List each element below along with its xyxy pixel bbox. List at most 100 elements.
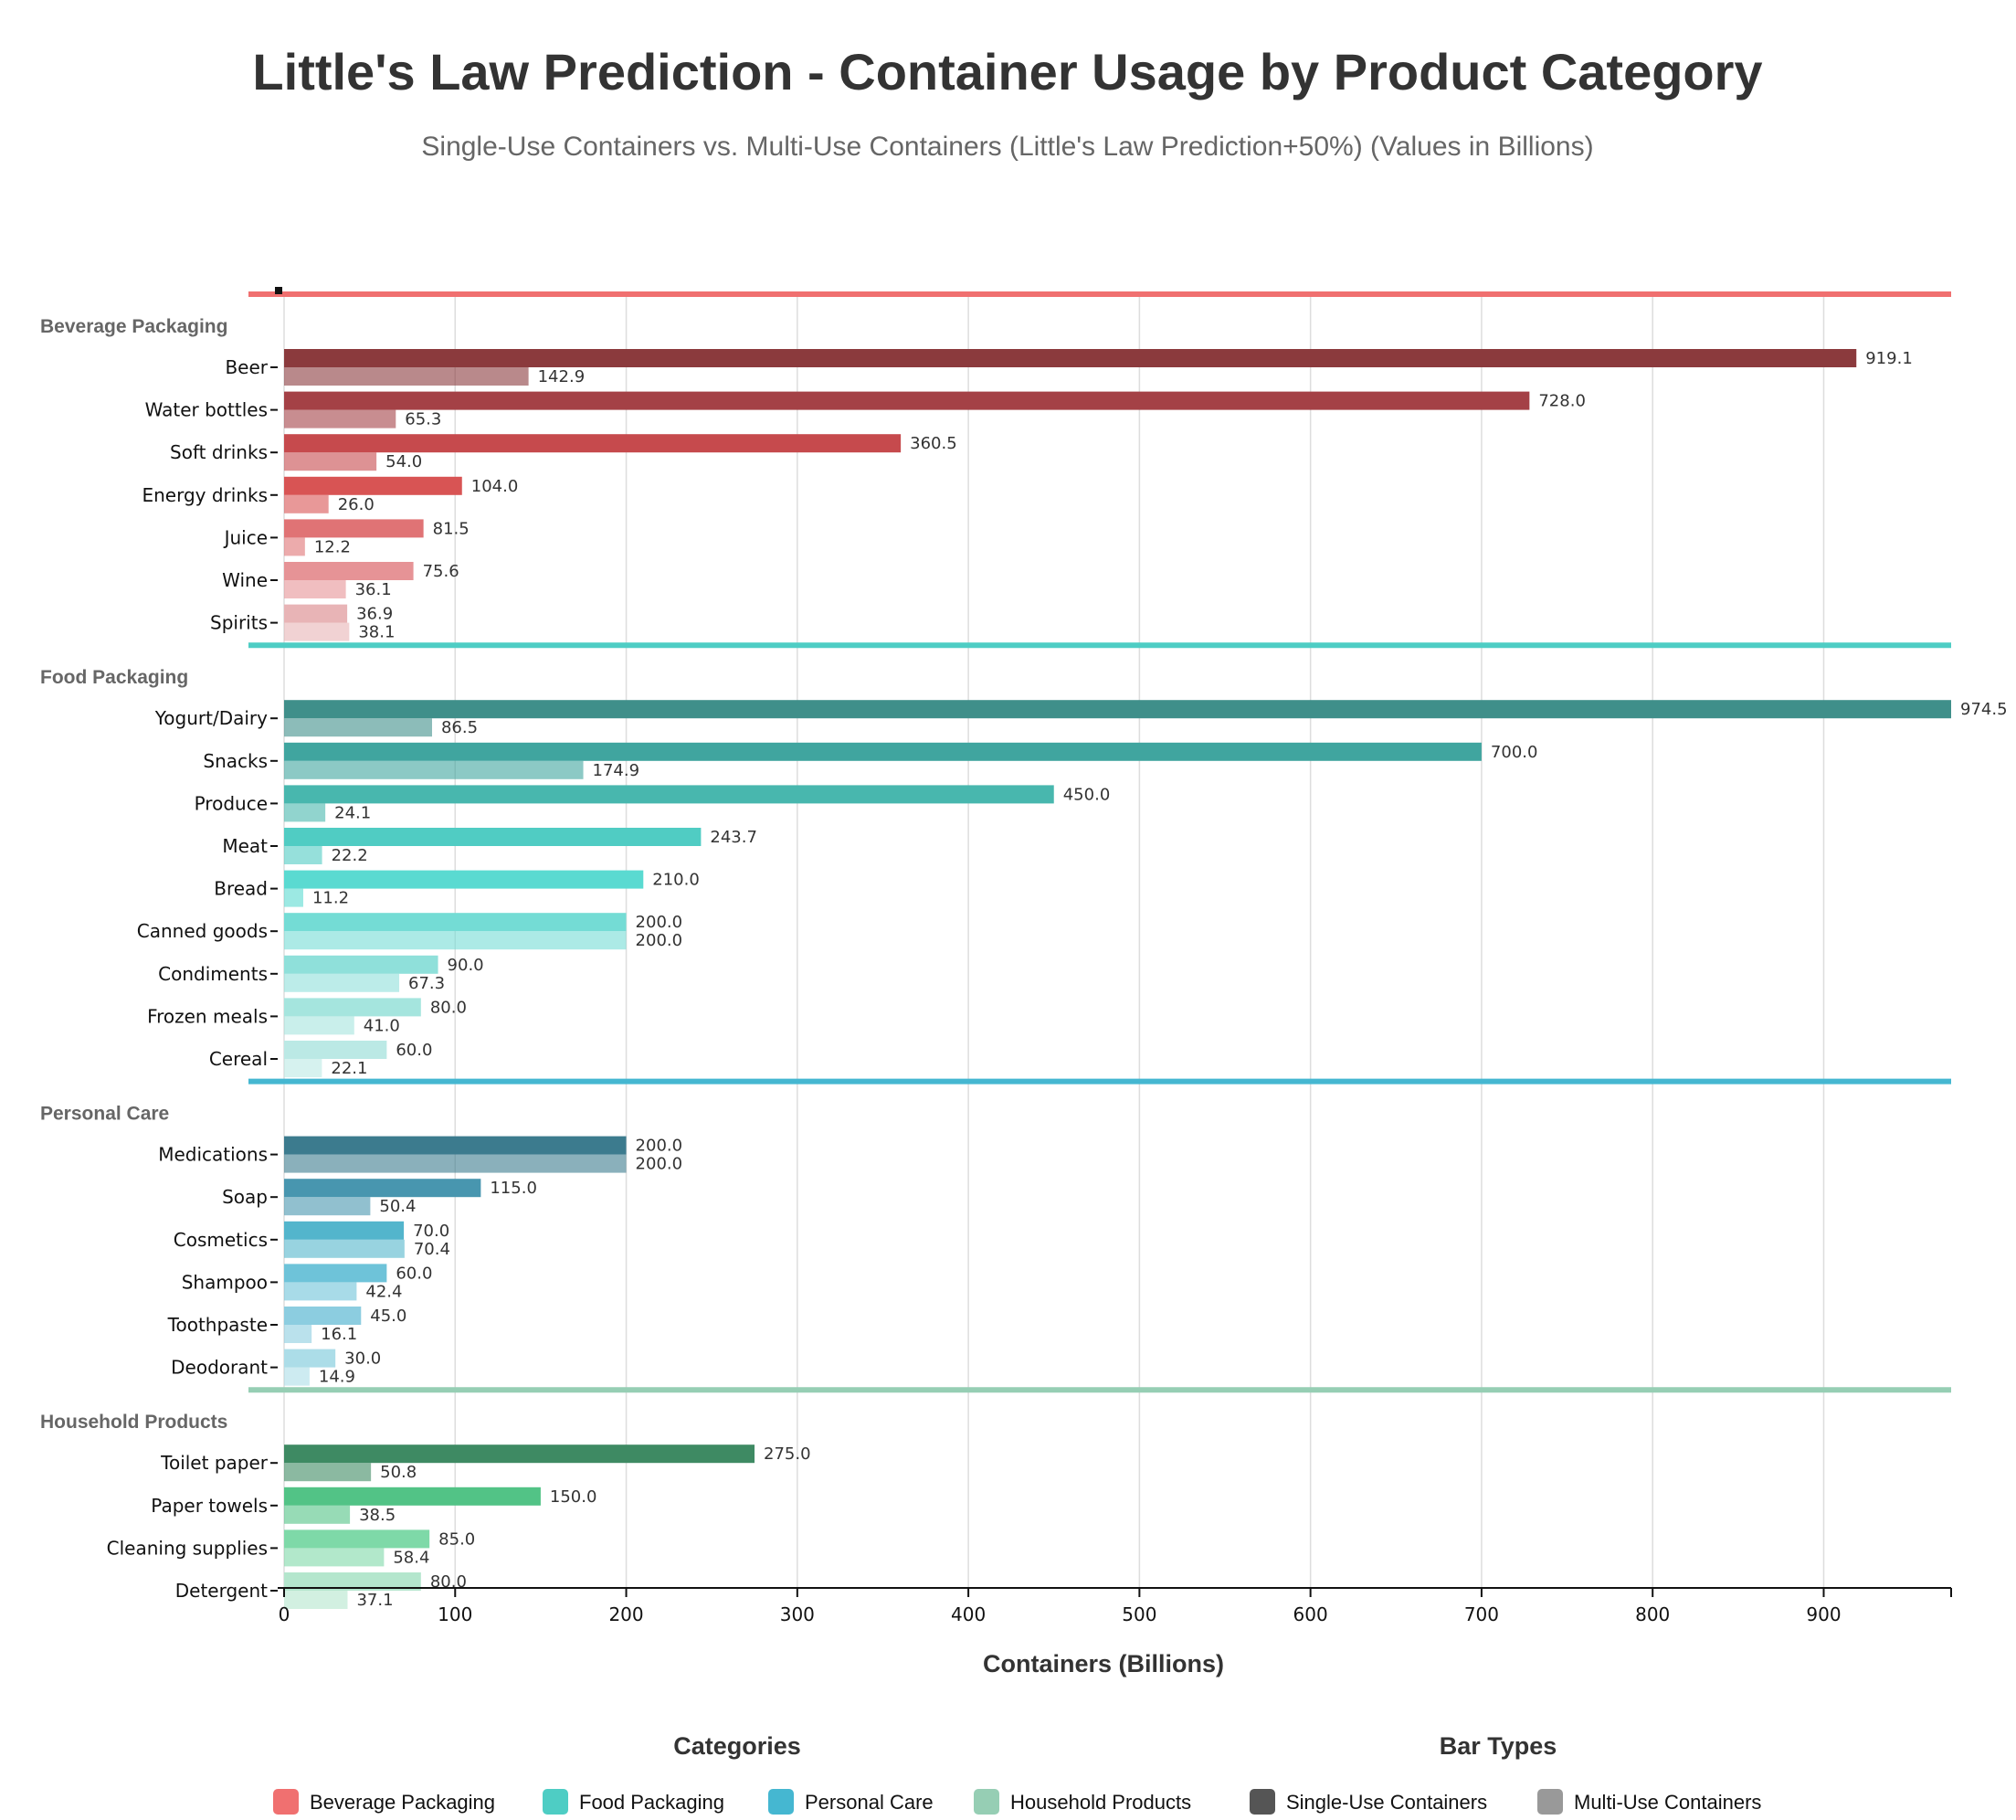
bar-single-use <box>284 785 1054 804</box>
bar-single-use <box>284 870 644 889</box>
category-label: Condiments <box>158 963 268 985</box>
x-axis: 0 100 200 300 400 500 600 700 800 900 <box>278 1587 1952 1625</box>
legend-swatch <box>273 1789 299 1815</box>
group-label: Personal Care <box>40 1104 169 1125</box>
value-label-single: 919.1 <box>1865 349 1913 368</box>
x-tick-label: 800 <box>1635 1603 1670 1625</box>
value-label-single: 200.0 <box>636 1137 683 1156</box>
legend: Categories Bar Types Beverage Packaging F… <box>273 1732 1761 1815</box>
value-label-single: 45.0 <box>370 1307 406 1326</box>
value-label-multi: 24.1 <box>334 803 371 822</box>
value-label-multi: 22.1 <box>331 1059 367 1078</box>
category-label: Wine <box>222 569 268 591</box>
category-label: Soft drinks <box>170 441 268 463</box>
bar-multi-use <box>284 888 303 907</box>
value-label-multi: 14.9 <box>319 1368 355 1387</box>
value-label-single: 700.0 <box>1491 743 1538 762</box>
bar-single-use <box>284 519 424 538</box>
value-label-multi: 37.1 <box>356 1591 393 1610</box>
category-label: Detergent <box>175 1580 268 1602</box>
bar-single-use <box>284 1307 362 1325</box>
x-tick-label: 500 <box>1122 1603 1156 1625</box>
bar-single-use <box>284 828 702 846</box>
x-tick-label: 700 <box>1464 1603 1499 1625</box>
category-label: Juice <box>223 526 268 548</box>
category-label: Deodorant <box>171 1357 268 1379</box>
value-label-multi: 58.4 <box>393 1548 429 1567</box>
value-label-multi: 26.0 <box>338 495 375 514</box>
bar-multi-use <box>284 537 305 556</box>
bar-multi-use <box>284 1154 627 1173</box>
category-label: Medications <box>158 1144 268 1166</box>
bar-multi-use <box>284 1016 354 1035</box>
bar-single-use <box>284 1349 336 1368</box>
group-label: Food Packaging <box>40 667 188 688</box>
value-label-single: 80.0 <box>430 1572 467 1592</box>
value-label-single: 30.0 <box>344 1349 381 1369</box>
category-label: Produce <box>195 792 268 814</box>
bar-multi-use <box>284 931 627 950</box>
value-label-multi: 70.4 <box>414 1240 450 1259</box>
bar-single-use <box>284 562 414 580</box>
bar-single-use <box>284 604 348 623</box>
value-label-single: 150.0 <box>550 1487 597 1507</box>
bar-multi-use <box>284 367 529 386</box>
value-label-multi: 41.0 <box>364 1016 400 1035</box>
bar-multi-use <box>284 1505 351 1524</box>
value-label-single: 974.5 <box>1960 700 2008 719</box>
category-label: Toothpaste <box>167 1314 268 1336</box>
bar-single-use <box>284 476 462 495</box>
bar-multi-use <box>284 1325 312 1343</box>
bar-single-use <box>284 1041 387 1059</box>
value-label-multi: 65.3 <box>405 410 441 429</box>
gridlines <box>248 287 1951 1588</box>
category-label: Energy drinks <box>142 484 268 506</box>
x-tick-label: 900 <box>1806 1603 1841 1625</box>
category-label: Bread <box>214 878 268 900</box>
value-label-single: 210.0 <box>652 871 700 890</box>
x-tick-label: 0 <box>279 1603 290 1625</box>
bar-multi-use <box>284 1367 310 1386</box>
bar-multi-use <box>284 452 377 471</box>
value-label-multi: 36.1 <box>355 580 392 599</box>
bar-single-use <box>284 1572 421 1591</box>
x-tick-label: 300 <box>780 1603 815 1625</box>
value-label-single: 728.0 <box>1538 392 1586 411</box>
bar-single-use <box>284 1221 405 1240</box>
category-label: Water bottles <box>145 399 268 421</box>
category-label: Yogurt/Dairy <box>154 707 268 729</box>
value-label-multi: 50.4 <box>379 1197 416 1216</box>
legend-label: Food Packaging <box>579 1791 724 1814</box>
bar-single-use <box>284 955 438 974</box>
value-label-multi: 16.1 <box>321 1325 357 1344</box>
category-label: Canned goods <box>137 920 268 942</box>
legend-categories-title: Categories <box>673 1732 801 1760</box>
value-label-single: 104.0 <box>471 477 519 496</box>
category-label: Beer <box>225 356 268 378</box>
bar-single-use <box>284 1529 430 1549</box>
value-label-single: 115.0 <box>490 1179 537 1198</box>
value-label-multi: 11.2 <box>312 889 349 908</box>
bar-multi-use <box>284 409 396 429</box>
bars: Beverage Packaging Beer 919.1 142.9 Water bo… <box>40 316 2008 1610</box>
bar-multi-use <box>284 494 329 513</box>
value-label-single: 275.0 <box>764 1444 811 1464</box>
value-label-multi: 38.5 <box>359 1506 396 1525</box>
value-label-multi: 12.2 <box>314 537 351 556</box>
axis-stub-marker <box>275 287 282 294</box>
bar-multi-use <box>284 1591 348 1609</box>
bar-single-use <box>284 998 421 1017</box>
bar-multi-use <box>284 580 346 598</box>
value-label-single: 70.0 <box>413 1222 449 1241</box>
bar-single-use <box>284 1136 627 1155</box>
bar-single-use <box>284 434 902 453</box>
legend-label: Beverage Packaging <box>310 1791 495 1814</box>
x-axis-title: Containers (Billions) <box>983 1650 1224 1677</box>
legend-swatch <box>1250 1789 1275 1815</box>
value-label-multi: 22.2 <box>332 846 368 865</box>
bar-multi-use <box>284 1548 385 1567</box>
category-label: Shampoo <box>182 1271 268 1293</box>
bar-single-use <box>284 1444 755 1464</box>
value-label-single: 80.0 <box>430 998 467 1017</box>
value-label-multi: 200.0 <box>636 1155 683 1174</box>
